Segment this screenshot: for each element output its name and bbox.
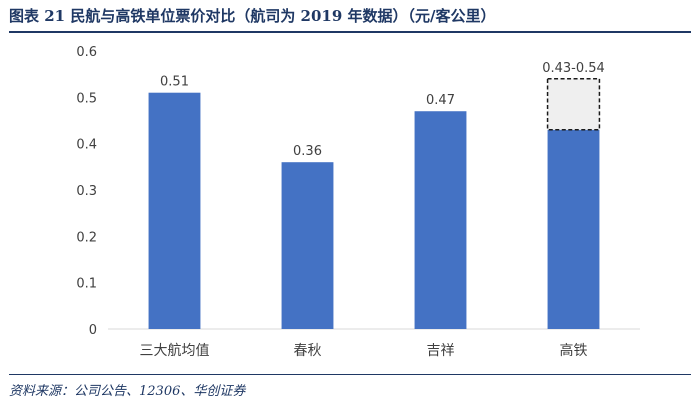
x-tick-label: 吉祥 <box>427 343 455 359</box>
y-tick-label: 0.3 <box>76 184 97 199</box>
y-axis: 0 0.1 0.2 0.3 0.4 0.5 0.6 <box>76 45 97 338</box>
data-label: 0.36 <box>293 144 322 159</box>
data-label: 0.51 <box>160 75 189 90</box>
x-tick-label: 三大航均值 <box>140 343 210 359</box>
source-note: 资料来源：公司公告、12306、华创证券 <box>9 384 246 399</box>
data-label: 0.47 <box>426 93 455 108</box>
x-tick-label: 高铁 <box>560 342 588 359</box>
x-tick-label: 春秋 <box>294 343 322 359</box>
y-tick-label: 0.4 <box>76 138 97 153</box>
bar <box>281 162 334 329</box>
bar-series <box>148 78 601 329</box>
y-tick-label: 0.1 <box>76 277 97 292</box>
x-axis: 三大航均值 春秋 吉祥 高铁 <box>140 342 588 359</box>
bar <box>547 129 600 329</box>
data-label: 0.43-0.54 <box>542 61 605 76</box>
y-tick-label: 0.2 <box>76 230 97 245</box>
y-tick-label: 0.5 <box>76 91 97 106</box>
bar <box>414 111 467 329</box>
y-tick-label: 0.6 <box>76 45 97 60</box>
bar <box>148 92 201 329</box>
y-tick-label: 0 <box>89 323 97 338</box>
title-divider <box>9 31 691 33</box>
chart-title: 图表 21 民航与高铁单位票价对比（航司为 2019 年数据）（元/客公里） <box>9 7 496 25</box>
range-box <box>546 78 601 131</box>
source-divider <box>9 374 691 375</box>
data-labels: 0.51 0.36 0.47 0.43-0.54 <box>160 61 605 159</box>
